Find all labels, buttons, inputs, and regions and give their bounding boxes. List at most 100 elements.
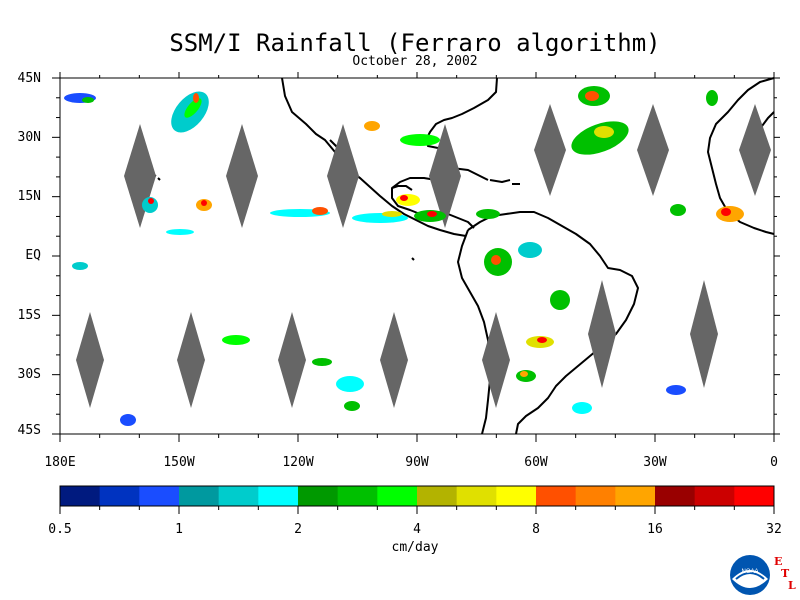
colorbar-swatch (179, 486, 220, 506)
rain-area (476, 209, 500, 219)
rain-area (706, 90, 718, 106)
rain-area (585, 91, 599, 101)
lat-label-15n: 15N (17, 189, 41, 204)
rain-area (537, 337, 547, 343)
rain-area (82, 97, 94, 103)
rain-area (427, 211, 437, 217)
lat-label-30n: 30N (17, 130, 41, 145)
colorbar-label-32: 32 (766, 522, 782, 537)
rain-area (520, 371, 528, 377)
colorbar-swatch (139, 486, 180, 506)
colorbar-swatch (615, 486, 656, 506)
colorbar-label-0-5: 0.5 (48, 522, 72, 537)
swath-north-7 (739, 104, 771, 196)
axis-ticks (52, 72, 780, 442)
lat-label-30s: 30S (17, 367, 41, 382)
rain-area (721, 208, 731, 216)
rain-area (148, 198, 154, 204)
lat-label-eq: EQ (25, 248, 41, 263)
swath-south-4 (380, 312, 408, 408)
galapagos-coast (411, 257, 415, 261)
colorbar-swatch (417, 486, 458, 506)
rain-area (193, 93, 199, 103)
rain-area (400, 134, 440, 146)
colorbar-units: cm/day (391, 540, 439, 555)
missing-data-swaths (76, 104, 771, 408)
colorbar-label-1: 1 (175, 522, 183, 537)
colorbar-swatch (456, 486, 497, 506)
lon-label-150w: 150W (163, 455, 195, 470)
swath-north-4 (429, 124, 461, 228)
etl-letter-e: E (774, 555, 782, 568)
na-west-coast (281, 77, 467, 237)
noaa-wave-icon (735, 572, 765, 580)
rain-area (364, 121, 380, 131)
map-background (60, 78, 774, 434)
colorbar-label-4: 4 (413, 522, 421, 537)
rain-area (312, 207, 328, 215)
sa-west-coast (457, 229, 491, 435)
sa-east-coast (467, 211, 639, 435)
lon-label-30w: 30W (643, 455, 667, 470)
colorbar-swatch (734, 486, 775, 506)
lat-label-45s: 45S (17, 423, 41, 438)
colorbar-swatch (655, 486, 696, 506)
rain-area (396, 194, 420, 206)
rain-area (572, 402, 592, 414)
etl-letter-l: L (788, 579, 796, 592)
swath-south-2 (177, 312, 205, 408)
colorbar-swatch (60, 486, 101, 506)
colorbar-label-2: 2 (294, 522, 302, 537)
chart-title: SSM/I Rainfall (Ferraro algorithm) (169, 29, 661, 57)
hispaniola-coast (489, 179, 511, 183)
colorbar-swatch (694, 486, 735, 506)
colorbar-swatch (337, 486, 378, 506)
lon-label-0: 0 (770, 455, 778, 470)
colorbar-label-16: 16 (647, 522, 663, 537)
rain-area (166, 229, 194, 235)
colorbar-swatch (536, 486, 577, 506)
swath-north-6 (637, 104, 669, 196)
rain-area (594, 126, 614, 138)
lat-label-15s: 15S (17, 308, 41, 323)
colorbar (59, 485, 775, 514)
rain-area (72, 262, 88, 270)
swath-south-5 (482, 312, 510, 408)
rain-area (550, 290, 570, 310)
etl-letter-t: T (781, 567, 790, 580)
colorbar-swatch (496, 486, 537, 506)
rain-area (666, 385, 686, 395)
africa-coast (707, 77, 775, 235)
colorbar-swatch (218, 486, 259, 506)
swath-north-3 (327, 124, 359, 228)
swath-north-2 (226, 124, 258, 228)
swath-south-7 (690, 280, 718, 388)
colorbar-swatch (99, 486, 140, 506)
rain-area (382, 211, 402, 217)
colorbar-swatch (298, 486, 339, 506)
lat-label-45n: 45N (17, 71, 41, 86)
swath-north-5 (534, 104, 566, 196)
lon-label-120w: 120W (282, 455, 314, 470)
rain-area (120, 414, 136, 426)
rain-area (184, 98, 202, 118)
rain-area (400, 195, 408, 201)
colorbar-swatch (377, 486, 418, 506)
rain-area (670, 204, 686, 216)
rain-area (201, 200, 207, 206)
rain-area (518, 242, 542, 258)
chart-subtitle: October 28, 2002 (352, 54, 478, 69)
rain-area (491, 255, 501, 265)
lon-label-180e: 180E (44, 455, 76, 470)
rain-area (571, 121, 629, 155)
colorbar-label-8: 8 (532, 522, 540, 537)
noaa-logo-text: NOAA (741, 569, 758, 575)
rain-area (344, 401, 360, 411)
rain-area (222, 335, 250, 345)
colorbar-swatch (258, 486, 299, 506)
swath-south-3 (278, 312, 306, 408)
swath-south-6 (588, 280, 616, 388)
noaa-logo: NOAA E T L (730, 555, 796, 595)
swath-south-1 (76, 312, 104, 408)
